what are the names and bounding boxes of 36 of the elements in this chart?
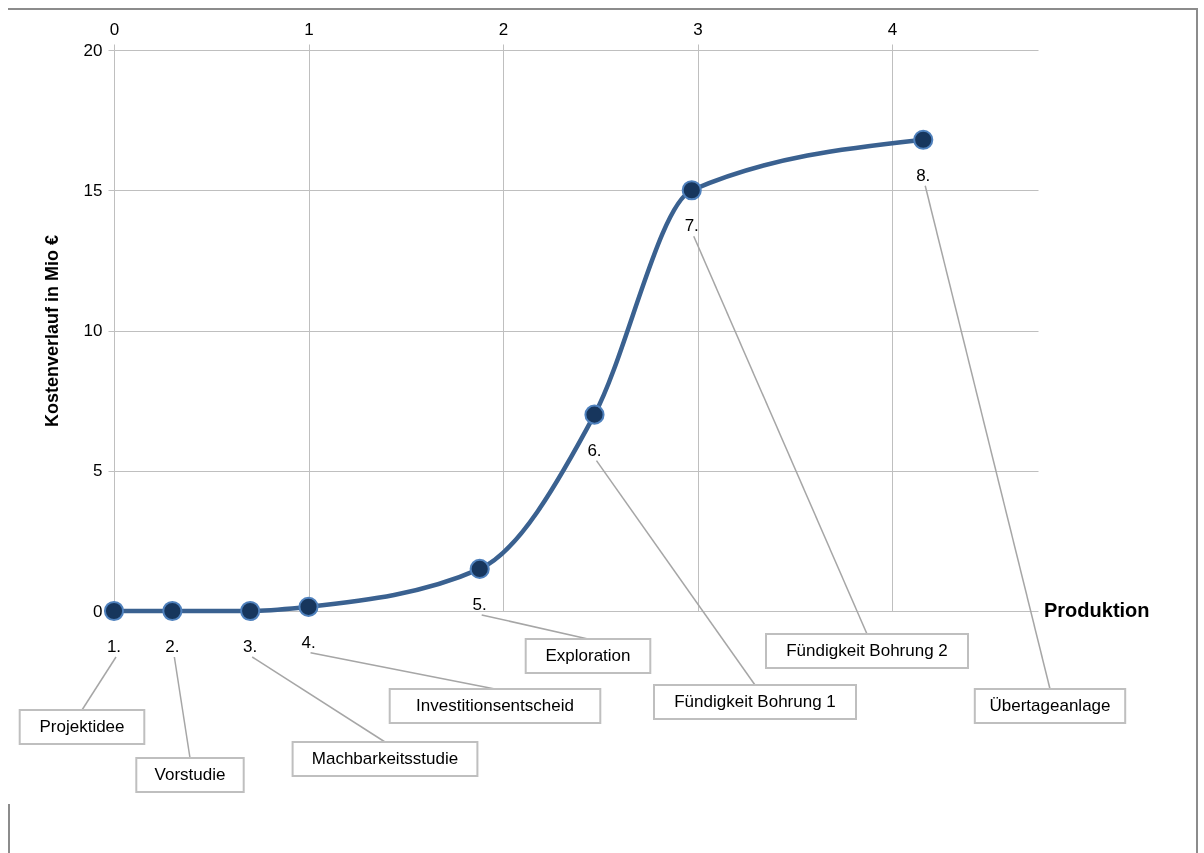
text: Investitionsentscheid	[416, 696, 574, 715]
y-axis-title: Kostenverlauf in Mio €	[41, 234, 62, 428]
text: Übertageanlage	[989, 696, 1111, 715]
point	[162, 600, 183, 622]
annotation: 8.	[916, 165, 931, 185]
point	[240, 600, 261, 622]
y-tick-label: 15	[83, 180, 103, 200]
x-tick-label: 2	[498, 19, 509, 39]
x-axis-title: Produktion	[1044, 599, 1150, 621]
annotation: 4.	[301, 632, 316, 652]
text: Fündigkeit Bohrung 2	[786, 641, 948, 660]
annotation: 7.	[684, 216, 699, 236]
x-tick-label: 0	[109, 19, 120, 39]
point	[103, 600, 125, 622]
text: Exploration	[545, 646, 631, 665]
point	[584, 404, 605, 425]
annotation: 5.	[472, 594, 487, 614]
annotation: 2.	[165, 637, 180, 656]
text: Machbarkeitsstudie	[311, 749, 459, 768]
text: Projektidee	[39, 717, 125, 736]
annotation: 1.	[106, 637, 122, 656]
y-tick-label: 0	[93, 601, 103, 621]
point	[298, 596, 319, 617]
text: Vorstudie	[154, 765, 226, 784]
x-tick-label: 3	[693, 19, 703, 39]
point	[469, 558, 490, 579]
y-tick-label: 5	[93, 461, 103, 481]
text: Fündigkeit Bohrung 1	[674, 692, 836, 711]
point	[681, 180, 702, 201]
y-tick-label: 20	[83, 40, 103, 60]
annotation: 3.	[243, 637, 258, 656]
x-tick-label: 4	[887, 19, 898, 39]
x-tick-label: 1	[304, 19, 314, 39]
y-tick-label: 10	[83, 321, 103, 340]
point	[913, 129, 934, 150]
annotation: 6.	[587, 440, 602, 460]
